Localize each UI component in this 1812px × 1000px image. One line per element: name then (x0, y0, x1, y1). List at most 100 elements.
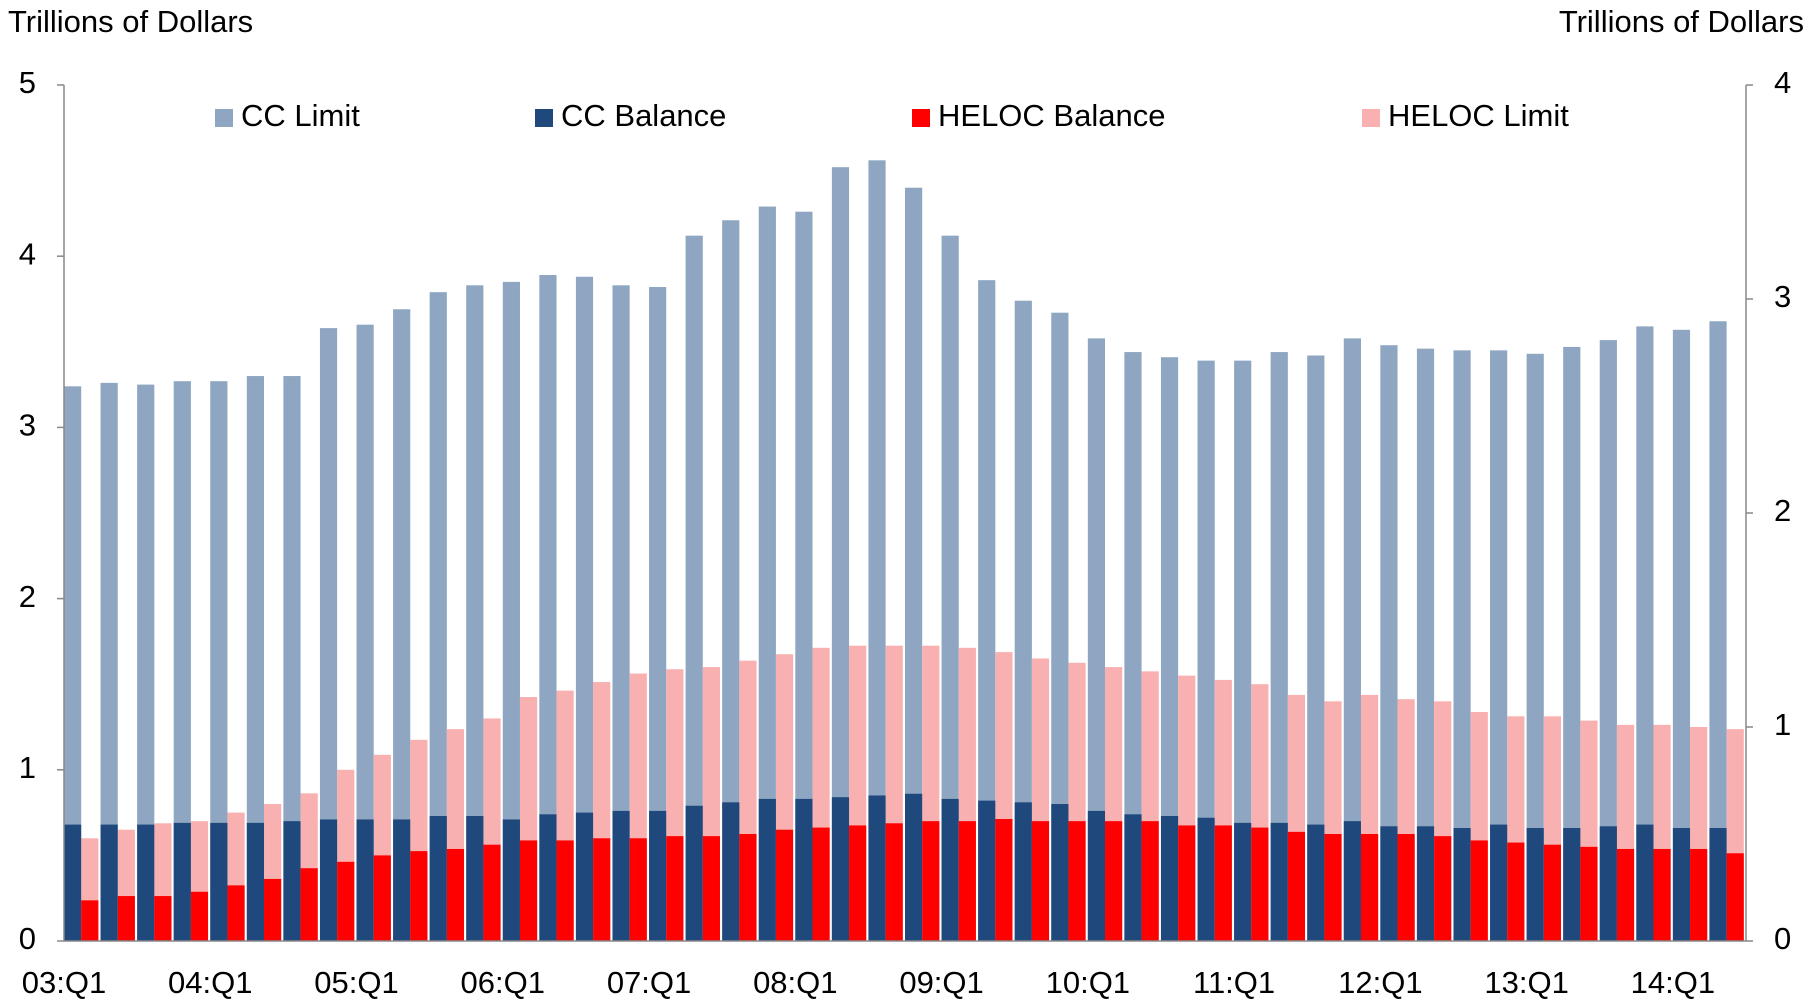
bar (666, 836, 684, 941)
bar (246, 376, 265, 941)
bar (1616, 848, 1635, 941)
bar (1197, 360, 1215, 942)
y-tick-label: 2 (19, 579, 36, 614)
bar (539, 814, 557, 941)
bar (283, 376, 301, 941)
x-tick-label: 14:Q1 (1631, 965, 1715, 1000)
bar (1397, 834, 1415, 941)
bar (1087, 338, 1106, 942)
bar (593, 838, 611, 941)
legend-label: CC Balance (561, 98, 726, 133)
bar (958, 821, 976, 941)
bar (100, 824, 118, 941)
bar (502, 281, 520, 941)
bar (812, 827, 830, 941)
bar (1124, 814, 1142, 941)
bar (1434, 836, 1452, 941)
bar (1178, 825, 1196, 941)
bar (1051, 804, 1069, 941)
bar (429, 292, 447, 942)
bar (356, 324, 374, 941)
bar (1470, 840, 1488, 941)
bar (137, 824, 155, 941)
bar (356, 819, 374, 941)
bar (556, 840, 574, 941)
x-tick-label: 06:Q1 (461, 965, 545, 1000)
legend-swatch (1362, 109, 1380, 127)
bar (739, 834, 757, 941)
bar (1599, 340, 1617, 941)
x-tick-label: 04:Q1 (168, 965, 252, 1000)
bar (1580, 846, 1598, 941)
bar (410, 851, 428, 941)
bar (1526, 353, 1544, 941)
bar (941, 235, 959, 941)
bar (64, 824, 82, 941)
bar (629, 838, 647, 941)
bar (905, 793, 923, 941)
bar (1307, 355, 1325, 942)
bar (283, 821, 301, 941)
bar (831, 797, 850, 941)
y2-tick-label: 1 (1774, 707, 1791, 742)
bar (519, 840, 538, 941)
bar (1360, 834, 1379, 941)
bar (1068, 821, 1086, 941)
bar (1672, 329, 1691, 941)
x-tick-label: 05:Q1 (314, 965, 398, 1000)
bar (849, 825, 867, 941)
bar (868, 160, 886, 941)
bar (1160, 357, 1179, 941)
bar (1307, 824, 1325, 941)
bar (466, 285, 484, 942)
bar (722, 220, 740, 942)
x-tick-label: 08:Q1 (753, 965, 837, 1000)
bar (319, 819, 338, 941)
y-tick-label: 4 (19, 236, 36, 271)
bar (1197, 817, 1215, 941)
x-tick-label: 07:Q1 (607, 965, 691, 1000)
bar (446, 848, 465, 941)
bar (1690, 848, 1708, 941)
y2-tick-label: 2 (1774, 493, 1791, 528)
bar (227, 885, 245, 941)
bar (649, 810, 667, 941)
bar (1709, 828, 1727, 941)
bar (429, 816, 447, 941)
bar (264, 878, 282, 941)
bar (373, 855, 391, 941)
bar (483, 844, 501, 941)
legend-swatch (535, 109, 553, 127)
x-tick-label: 12:Q1 (1338, 965, 1422, 1000)
bar (173, 822, 191, 941)
bar (1416, 348, 1435, 941)
bar (393, 309, 411, 942)
bar (1287, 831, 1306, 941)
bar (100, 382, 118, 941)
bar (885, 823, 903, 941)
bar (190, 891, 209, 941)
bar (649, 287, 667, 941)
bar (246, 822, 265, 941)
x-tick-label: 11:Q1 (1193, 965, 1275, 1000)
bar (1087, 810, 1106, 941)
y2-tick-label: 4 (1774, 65, 1791, 100)
bar (210, 381, 228, 941)
bar (758, 206, 776, 941)
bar (1599, 826, 1617, 941)
y2-tick-label: 0 (1774, 921, 1791, 956)
bar (502, 819, 520, 941)
y-tick-label: 1 (19, 750, 36, 785)
legend-swatch (215, 109, 233, 127)
bar (978, 280, 996, 942)
bar (319, 328, 338, 941)
bar (831, 167, 850, 941)
bar (1270, 352, 1288, 941)
bar (1343, 821, 1361, 941)
bar (795, 211, 813, 942)
bar (1214, 825, 1232, 941)
bar (685, 805, 703, 941)
bar (1416, 826, 1435, 941)
bar (137, 384, 155, 942)
